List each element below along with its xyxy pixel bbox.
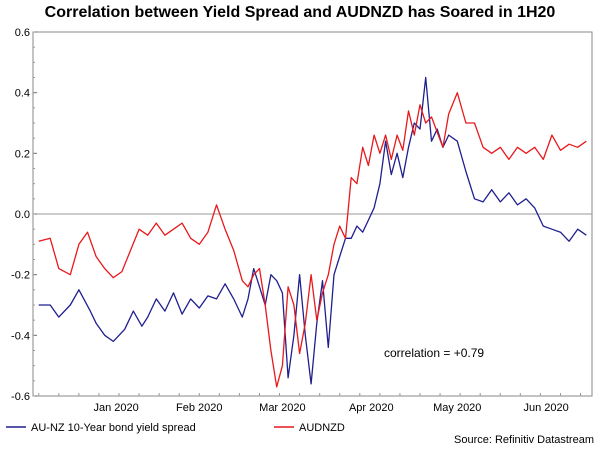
- legend: AU-NZ 10-Year bond yield spread AUDNZD: [6, 422, 345, 434]
- y-tick-label: -0.6: [11, 391, 30, 403]
- y-tick-label: 0.0: [15, 209, 30, 221]
- x-tick-label: Jan 2020: [94, 402, 139, 414]
- correlation-annotation: correlation = +0.79: [384, 346, 484, 360]
- x-axis: Jan 2020 Feb 2020 Mar 2020 Apr 2020 May 2020…: [38, 393, 582, 414]
- y-tick-label: 0.4: [15, 88, 30, 100]
- x-tick-label: Mar 2020: [259, 402, 305, 414]
- series-lines: [38, 76, 587, 388]
- legend-label: AUDNZD: [299, 422, 345, 434]
- legend-label: AU-NZ 10-Year bond yield spread: [31, 422, 196, 434]
- plot-area: [32, 31, 593, 397]
- source-note: Source: Refinitiv Datastream: [454, 434, 594, 446]
- x-tick-label: Jun 2020: [524, 402, 569, 414]
- series-line-yield-spread: [38, 76, 587, 385]
- y-tick-label: 0.6: [15, 27, 30, 39]
- chart-title: Correlation between Yield Spread and AUD…: [45, 4, 556, 21]
- x-tick-label: May 2020: [433, 402, 481, 414]
- series-line-audnzd: [38, 92, 587, 388]
- y-tick-label: -0.2: [11, 270, 30, 282]
- x-tick-label: Apr 2020: [349, 402, 394, 414]
- y-tick-label: -0.4: [11, 330, 30, 342]
- x-tick-label: Feb 2020: [176, 402, 222, 414]
- y-axis: 0.6 0.4 0.2 0.0 -0.2 -0.4 -0.6: [11, 27, 37, 403]
- y-tick-label: 0.2: [15, 148, 30, 160]
